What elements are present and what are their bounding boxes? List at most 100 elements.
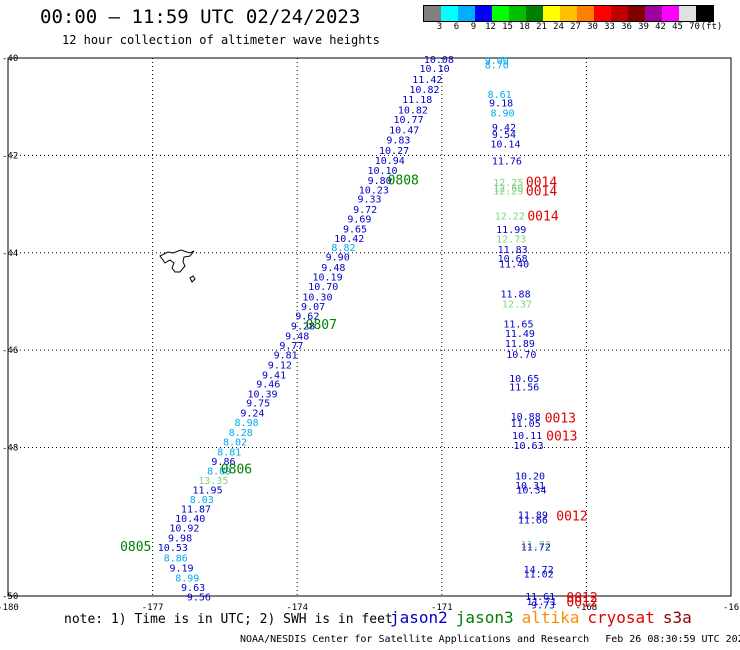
wave-height-value: 8.02 <box>223 438 247 449</box>
wave-height-value: 9.28 <box>291 322 315 333</box>
color-swatch <box>492 6 509 21</box>
wave-height-value: 9.98 <box>168 533 192 544</box>
wave-height-value: 10.65 <box>509 374 539 385</box>
wave-height-value: 11.66 <box>518 515 548 526</box>
pass-time-label: 0012 <box>566 596 597 611</box>
credit-line: NOAA/NESDIS Center for Satellite Applica… <box>240 634 740 645</box>
lon-tick-label: -180 <box>0 603 19 613</box>
wave-height-value: 9.69 <box>347 215 371 226</box>
wave-height-value: 11.40 <box>499 259 529 270</box>
wave-height-value: 9.80 <box>368 176 392 187</box>
pass-time-label: 0014 <box>526 176 557 191</box>
wave-height-value: 8.90 <box>490 108 514 119</box>
wave-height-value: 9.56 <box>187 592 211 603</box>
wave-height-value: 14.72 <box>524 565 554 576</box>
wave-height-value: 10.47 <box>389 125 419 136</box>
wave-height-value: 12.25 <box>493 178 523 189</box>
wave-height-value: 10.82 <box>398 106 428 117</box>
wave-height-value: 11.49 <box>505 329 535 340</box>
wave-height-value: 8.82 <box>331 243 355 254</box>
wave-height-value: 11.95 <box>192 485 222 496</box>
time-labels: 0808080708060805001400140014001300130012… <box>120 174 598 611</box>
wave-height-value: 10.68 <box>498 254 528 265</box>
wave-height-value: 10.10 <box>367 166 397 177</box>
color-swatch <box>679 6 696 21</box>
wave-height-value: 10.20 <box>515 472 545 483</box>
wave-height-value: 9.46 <box>256 380 280 391</box>
wave-height-value: 11.99 <box>496 225 526 236</box>
legend-jason3: jason3 <box>455 608 514 627</box>
wave-height-value: 8.81 <box>217 447 241 458</box>
wave-height-value: 10.34 <box>516 485 546 496</box>
wave-height-value: 9.83 <box>386 136 410 147</box>
wave-height-value: 9.48 <box>321 263 345 274</box>
wave-height-value: 11.87 <box>181 504 211 515</box>
wave-height-value: 9.54 <box>492 130 516 141</box>
lat-tick-label: -48 <box>2 444 18 454</box>
tick-labels: -180 -177 -174 -171 -168 -16 -40 -42 -44 -46 -48 -5… <box>0 54 739 613</box>
pass-time-label: 0806 <box>221 462 252 477</box>
wave-height-value: 11.83 <box>498 245 528 256</box>
wave-height-value: 10.77 <box>393 115 423 126</box>
color-scale-label: 45 <box>672 22 683 32</box>
pass-time-label: 0014 <box>526 184 557 199</box>
wave-height-value: 12.37 <box>502 299 532 310</box>
color-swatch <box>458 6 475 21</box>
wave-height-value: 12.73 <box>496 235 526 246</box>
lat-tick-label: -46 <box>2 346 18 356</box>
wave-height-value: 10.08 <box>424 55 454 66</box>
wave-height-value: 9.77 <box>279 341 303 352</box>
legend-jason2: jason2 <box>390 608 448 627</box>
color-swatch <box>424 6 441 21</box>
color-scale-label: 6 <box>453 22 460 32</box>
color-scale-label: 27 <box>570 22 581 32</box>
lat-tick-label: -50 <box>2 592 18 602</box>
wave-height-value: 13.35 <box>198 476 228 487</box>
color-swatch <box>594 6 611 21</box>
wave-height-value: 10.19 <box>313 273 343 284</box>
color-scale-label: 36 <box>621 22 632 32</box>
wave-height-value: 8.98 <box>235 418 259 429</box>
wave-height-value: 9.19 <box>169 564 193 575</box>
wave-height-value: 10.53 <box>158 543 188 554</box>
wave-height-value: 10.88 <box>511 412 541 423</box>
color-swatch <box>628 6 645 21</box>
wave-height-value: 9.00 <box>485 56 509 67</box>
wave-height-value: 9.75 <box>246 399 270 410</box>
wave-height-value: 11.18 <box>402 95 432 106</box>
wave-height-value: 11.61 <box>525 592 555 603</box>
wave-height-value: 9.18 <box>489 99 513 110</box>
wave-height-value: 9.07 <box>301 302 325 313</box>
color-swatch <box>645 6 662 21</box>
wave-height-value: 11.89 <box>518 511 548 522</box>
note-text: note: 1) Time is in UTC; 2) SWH is in fe… <box>64 612 393 627</box>
pass-time-label: 0012 <box>556 510 587 525</box>
wave-height-value: 11.56 <box>509 383 539 394</box>
wave-height-value: 9.48 <box>285 331 309 342</box>
color-scale-label: 21 <box>536 22 547 32</box>
lon-tick-label: -168 <box>576 603 598 613</box>
wave-height-value: 10.27 <box>379 146 409 157</box>
color-scale-label: 42 <box>655 22 666 32</box>
wave-height-value: 10.23 <box>359 185 389 196</box>
wave-height-value: 8.28 <box>229 428 253 439</box>
color-scale-labels: 3 6 9 12 15 18 21 24 27 30 33 36 39 42 45 70 (ft) <box>423 22 740 34</box>
altimeter-tracks: 10.0810.1011.4210.8211.1810.8210.7710.47… <box>158 55 557 612</box>
pass-time-label: 0014 <box>527 210 558 225</box>
wave-height-value: 9.62 <box>295 311 319 322</box>
wave-height-value: 12.60 <box>493 183 523 194</box>
wave-height-value: 9.12 <box>268 361 292 372</box>
color-swatch <box>441 6 458 21</box>
lat-tick-label: -44 <box>2 249 18 259</box>
pass-time-label: 0013 <box>546 430 577 445</box>
lon-tick-label: -16 <box>723 603 739 613</box>
wave-height-value: 10.11 <box>512 431 542 442</box>
wave-height-value: 10.42 <box>334 234 364 245</box>
pass-time-label: 0805 <box>120 540 151 555</box>
wave-height-value: 10.92 <box>169 524 199 535</box>
island-landmass <box>159 249 196 283</box>
color-scale-label: (ft) <box>700 22 723 32</box>
color-scale-label: 3 <box>436 22 443 32</box>
color-swatch <box>577 6 594 21</box>
color-swatch <box>696 6 713 21</box>
